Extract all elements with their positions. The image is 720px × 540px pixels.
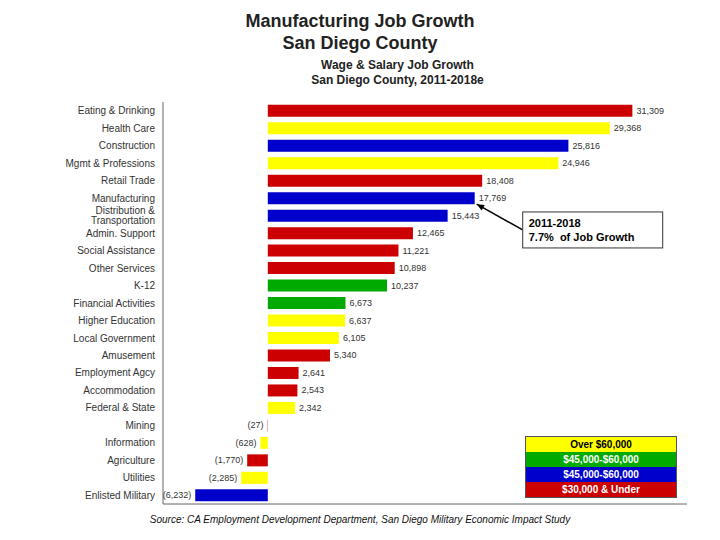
- html-text:$45,000-$60,000: $45,000-$60,000: [563, 454, 639, 465]
- svg-text:Accommodation: Accommodation: [83, 385, 155, 396]
- html-text:San Diego County, 2011-2018e: San Diego County, 2011-2018e: [311, 73, 484, 87]
- svg-text:Agriculture: Agriculture: [107, 455, 155, 466]
- svg-text:2,543: 2,543: [301, 385, 324, 395]
- html-text:Over $60,000: Over $60,000: [570, 439, 632, 450]
- svg-text:12,465: 12,465: [417, 228, 445, 238]
- svg-text:2011-2018: 2011-2018: [529, 217, 581, 229]
- svg-text:29,368: 29,368: [614, 123, 642, 133]
- svg-text:18,408: 18,408: [486, 176, 514, 186]
- html-text:Source: CA Employment Developm: Source: CA Employment Development Depart…: [149, 514, 571, 525]
- svg-text:6,673: 6,673: [350, 298, 373, 308]
- svg-text:10,237: 10,237: [391, 281, 419, 291]
- svg-text:Admin. Support: Admin. Support: [86, 228, 155, 239]
- svg-text:Financial Activities: Financial Activities: [73, 298, 155, 309]
- svg-text:Health Care: Health Care: [102, 123, 156, 134]
- svg-text:(27): (27): [247, 420, 263, 430]
- svg-text:Information: Information: [105, 437, 155, 448]
- svg-text:Construction: Construction: [99, 140, 155, 151]
- html-text:$30,000 & Under: $30,000 & Under: [562, 484, 640, 495]
- svg-text:Other Services: Other Services: [89, 263, 155, 274]
- svg-text:Enlisted Military: Enlisted Military: [85, 490, 155, 501]
- svg-text:17,769: 17,769: [479, 193, 507, 203]
- svg-text:2,342: 2,342: [299, 403, 322, 413]
- svg-text:Employment Agcy: Employment Agcy: [75, 367, 155, 378]
- svg-text:25,816: 25,816: [572, 141, 600, 151]
- html-text:Manufacturing Job Growth: Manufacturing Job Growth: [245, 11, 475, 31]
- svg-text:(6,232): (6,232): [163, 490, 192, 500]
- svg-text:(1,770): (1,770): [215, 455, 244, 465]
- svg-text:Distribution &Transportation: Distribution &Transportation: [91, 205, 155, 226]
- svg-text:Eating & Drinking: Eating & Drinking: [78, 105, 155, 116]
- svg-text:15,443: 15,443: [452, 211, 480, 221]
- svg-text:6,105: 6,105: [343, 333, 366, 343]
- svg-text:Social Assistance: Social Assistance: [77, 245, 155, 256]
- svg-text:Federal & State: Federal & State: [86, 402, 156, 413]
- svg-text:6,637: 6,637: [349, 316, 372, 326]
- svg-text:Utilities: Utilities: [123, 472, 155, 483]
- svg-text:2,641: 2,641: [303, 368, 326, 378]
- svg-text:Amusement: Amusement: [102, 350, 156, 361]
- html-text:$45,000-$60,000: $45,000-$60,000: [563, 469, 639, 480]
- svg-text:(628): (628): [235, 438, 256, 448]
- svg-text:Mining: Mining: [126, 420, 155, 431]
- svg-text:24,946: 24,946: [562, 158, 590, 168]
- svg-text:31,309: 31,309: [636, 106, 664, 116]
- svg-text:7.7% of Job Growth: 7.7% of Job Growth: [529, 231, 635, 243]
- svg-text:5,340: 5,340: [334, 350, 357, 360]
- svg-text:11,221: 11,221: [402, 246, 429, 256]
- svg-text:10,898: 10,898: [399, 263, 427, 273]
- svg-text:Manufacturing: Manufacturing: [92, 193, 155, 204]
- svg-text:Retail Trade: Retail Trade: [101, 175, 155, 186]
- svg-text:Local Government: Local Government: [73, 333, 155, 344]
- svg-text:Higher Education: Higher Education: [78, 315, 155, 326]
- svg-text:(2,285): (2,285): [209, 473, 238, 483]
- html-text:San Diego County: San Diego County: [282, 33, 438, 53]
- svg-text:Mgmt & Professions: Mgmt & Professions: [66, 158, 155, 169]
- html-text:Wage & Salary Job Growth: Wage & Salary Job Growth: [321, 58, 474, 72]
- svg-text:K-12: K-12: [134, 280, 156, 291]
